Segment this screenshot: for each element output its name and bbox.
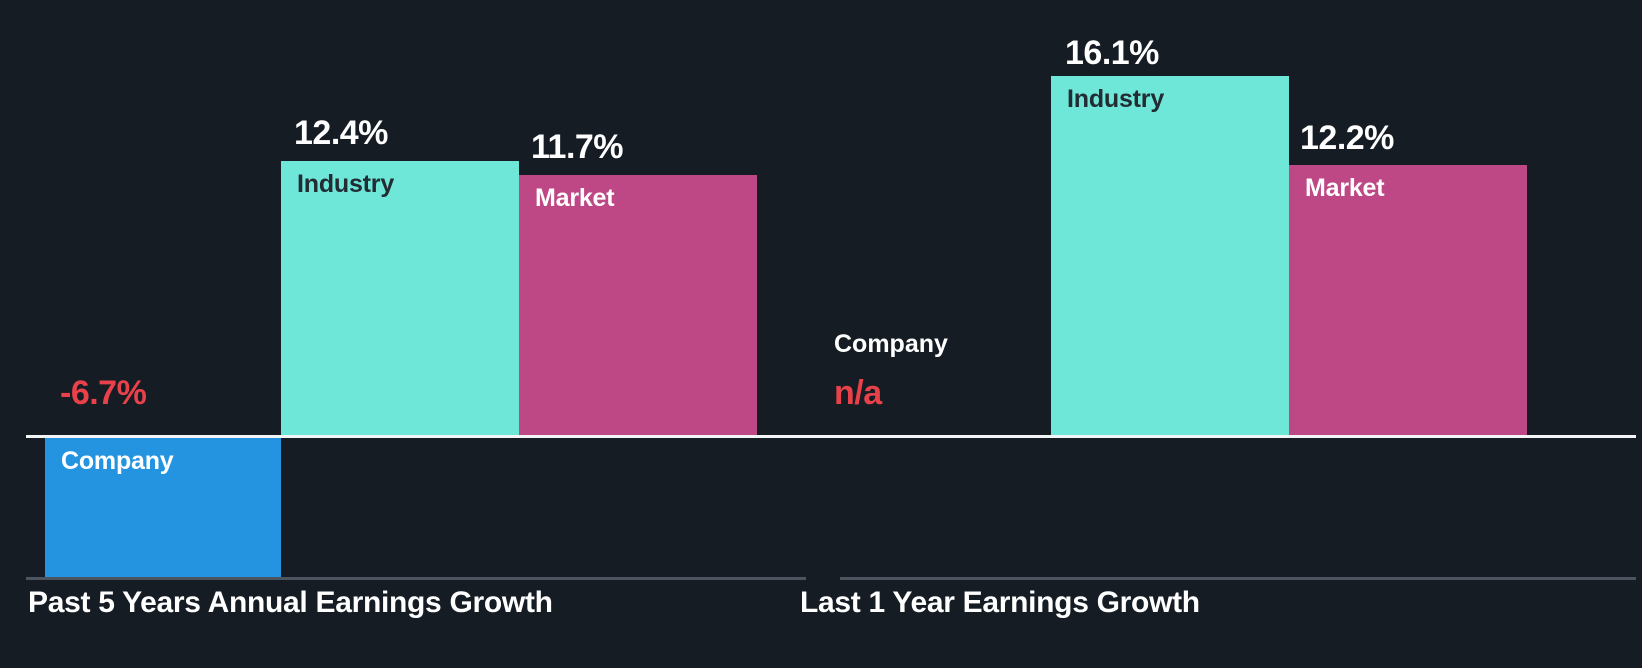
axis-line-left [26, 577, 806, 580]
caption-right: Last 1 Year Earnings Growth [800, 586, 1200, 619]
bar-market-left[interactable]: Market [519, 175, 757, 437]
bar-company-left[interactable]: Company [45, 438, 281, 577]
panel-last-1-year: Company n/a 16.1% 12.2% Industry Market … [800, 0, 1642, 668]
market-value-right: 12.2% [1300, 119, 1394, 157]
bar-label-market-right: Market [1305, 174, 1385, 202]
bar-label-market-left: Market [535, 184, 615, 212]
company-value-left: -6.7% [60, 374, 147, 412]
bar-label-company-left: Company [61, 447, 174, 475]
plot-area-right: Company n/a 16.1% 12.2% Industry Market [800, 0, 1642, 580]
bar-industry-right[interactable]: Industry [1051, 76, 1289, 437]
industry-value-right: 16.1% [1065, 34, 1159, 72]
zero-baseline-left [26, 435, 806, 438]
bar-label-industry-right: Industry [1067, 85, 1165, 113]
panel-past-5-years: -6.7% 12.4% 11.7% Company Industry Marke… [0, 0, 806, 668]
caption-left: Past 5 Years Annual Earnings Growth [28, 586, 553, 619]
company-label-right: Company [834, 330, 948, 358]
bar-market-right[interactable]: Market [1289, 165, 1527, 437]
market-value-left: 11.7% [531, 128, 624, 166]
industry-value-left: 12.4% [294, 114, 388, 152]
bar-industry-left[interactable]: Industry [281, 161, 519, 437]
plot-area-left: -6.7% 12.4% 11.7% Company Industry Marke… [0, 0, 806, 580]
zero-baseline-right [800, 435, 1636, 438]
axis-line-right [840, 577, 1636, 580]
bar-label-industry-left: Industry [297, 170, 395, 198]
company-value-right: n/a [834, 374, 882, 412]
